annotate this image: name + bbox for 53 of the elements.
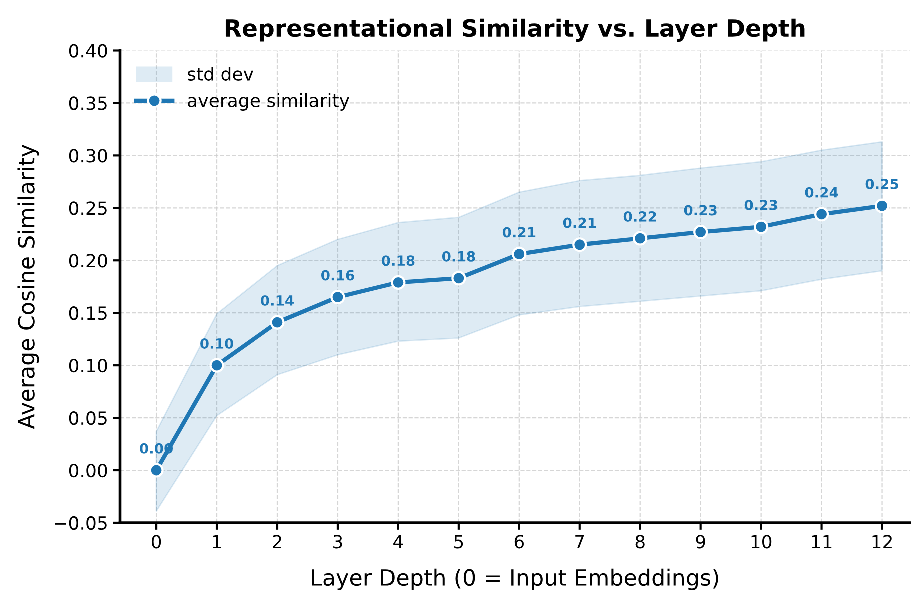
- chart-title: Representational Similarity vs. Layer Depth: [226, 18, 805, 42]
- point: [874, 198, 890, 214]
- y-tick-label: 0.40: [69, 44, 108, 58]
- y-tick-label: 0.00: [69, 464, 108, 478]
- data-label: 0.18: [442, 251, 476, 262]
- point: [270, 315, 285, 330]
- point: [330, 290, 346, 305]
- x-tick-label: 8: [636, 535, 645, 549]
- data-label: 0.21: [502, 227, 536, 238]
- x-tick-label: 1: [213, 535, 222, 548]
- data-label: 0.21: [563, 218, 596, 228]
- data-label: 0.16: [322, 270, 354, 281]
- point: [210, 358, 224, 373]
- y-tick-label: 0.35: [69, 96, 107, 110]
- x-tick-label: 6: [514, 535, 524, 549]
- x-tick-label: 5: [454, 535, 464, 549]
- x-tick-label: 9: [696, 535, 706, 549]
- point: [572, 238, 588, 252]
- x-tick-label: 4: [394, 535, 404, 548]
- y-tick-label: 0.15: [69, 306, 107, 320]
- data-label: 0.25: [866, 178, 898, 190]
- y-tick-label: 0.20: [69, 254, 108, 268]
- x-tick-label: 12: [872, 535, 892, 548]
- point: [814, 207, 830, 222]
- x-tick-label: 11: [812, 535, 832, 548]
- data-label: 0.14: [261, 295, 294, 306]
- annotation: std dev: [188, 66, 254, 81]
- point: [391, 275, 406, 290]
- point: [754, 220, 769, 234]
- x-tick-label: 10: [752, 535, 772, 549]
- x-tick-label: 7: [576, 535, 584, 548]
- x-tick-label: 0: [152, 535, 162, 549]
- x-tick-label: 3: [334, 535, 342, 549]
- x-tick-label: 2: [273, 535, 282, 548]
- y-axis-title: Average Cosine Similarity: [18, 144, 40, 430]
- point: [512, 247, 527, 262]
- data-label: 0.23: [684, 205, 717, 216]
- data-label: 0.10: [200, 338, 234, 349]
- y-tick-label: 0.30: [69, 149, 108, 163]
- data-label: 0.22: [624, 212, 656, 222]
- point: [633, 231, 648, 246]
- point: [149, 463, 164, 478]
- y-tick-label: −0.05: [55, 516, 107, 530]
- legend-label: average similarity: [188, 93, 350, 111]
- y-tick-label: 0.05: [69, 411, 107, 426]
- point: [694, 224, 708, 240]
- data-label: 0.24: [805, 187, 838, 198]
- data-label: 0.23: [744, 200, 778, 210]
- x-axis-title: Layer Depth (0 = Input Embeddings): [312, 568, 718, 590]
- y-tick-label: 0.25: [69, 202, 107, 216]
- point: [452, 271, 466, 286]
- y-tick-label: 0.10: [69, 359, 108, 373]
- data-label: 0.18: [382, 256, 415, 266]
